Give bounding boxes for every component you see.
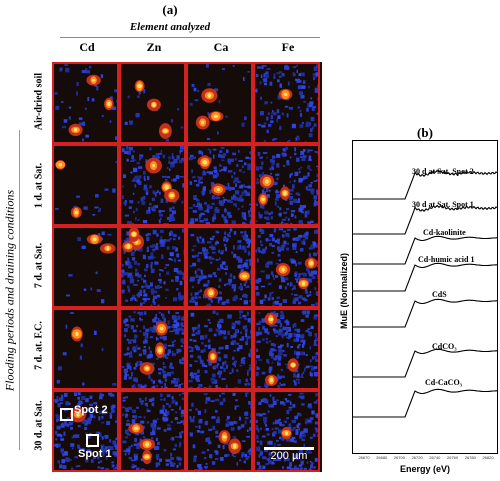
spectrum-spot-2 (353, 169, 498, 200)
spectrum-label-spot-2: 30 d at Sat. Spot 2 (412, 167, 474, 176)
xrf-map-zn-row-2 (119, 144, 186, 226)
spot-2-label: Spot 2 (74, 404, 108, 416)
xrf-map-zn-row-1 (119, 62, 186, 144)
xrf-map-cd-row-2 (52, 144, 119, 226)
spectrum-label-cd-caco3: Cd-CaCO₃ (425, 378, 463, 387)
xrf-map-ca-row-1 (186, 62, 253, 144)
xrf-map-fe-row-4 (253, 308, 320, 390)
column-header-fe: Fe (281, 40, 295, 54)
xrf-map-fe-row-3 (253, 226, 320, 308)
spot-1-marker (86, 434, 99, 447)
xrf-map-ca-row-4 (186, 308, 253, 390)
xrf-map-fe-row-5 (253, 390, 320, 472)
panel-a-label: (a) (162, 2, 178, 17)
column-group-heading: Element analyzed (129, 21, 211, 33)
row-axis-heading: Flooding periods and draining conditions (2, 189, 17, 392)
spectrum-cd-caco3 (353, 388, 497, 418)
xanes-x-tick-label: 26740 (429, 455, 441, 460)
xanes-x-tick-label: 26700 (393, 455, 405, 460)
spectrum-cdco3 (353, 348, 497, 378)
row-axis-divider (19, 130, 20, 450)
spectrum-label-cd-kaolinite: Cd-kaolinite (423, 228, 466, 237)
row-label-30d-sat: 30 d. at Sat. (33, 400, 45, 451)
row-label-1d-sat: 1 d. at Sat. (33, 162, 45, 209)
xanes-x-tick-label: 26670 (358, 455, 370, 460)
spot-1-label: Spot 1 (78, 448, 112, 460)
spectrum-label-cdco3: CdCO₃ (432, 342, 457, 351)
xanes-x-axis-label: Energy (eV) (399, 464, 450, 474)
xanes-x-tick-label: 26780 (464, 455, 476, 460)
xanes-plot-frame (352, 140, 498, 454)
spectrum-label-cd-humic-acid: Cd-humic acid 1 (418, 255, 475, 264)
xrf-map-cd-row-5 (52, 390, 119, 472)
row-label-7d-fc: 7 d. at. F.C. (33, 321, 45, 370)
row-label-air-dried: Air-dried soil (33, 72, 45, 131)
spectrum-cds (353, 298, 497, 328)
xrf-map-zn-row-3 (119, 226, 186, 308)
xrf-map-cd-row-3 (52, 226, 119, 308)
row-label-7d-sat: 7 d. at Sat. (33, 242, 45, 289)
xrf-map-grid: Spot 2 Spot 1 200 µm (52, 62, 322, 472)
xanes-spectra (353, 169, 498, 418)
xanes-x-tick-label: 26820 (482, 455, 494, 460)
xrf-map-ca-row-5 (186, 390, 253, 472)
xanes-x-tick-label: 26760 (447, 455, 459, 460)
spectrum-label-cds: CdS (432, 290, 447, 299)
scale-bar-label: 200 µm (270, 450, 308, 462)
xrf-map-ca-row-2 (186, 144, 253, 226)
scale-bar: 200 µm (264, 447, 314, 462)
spectrum-spot-1 (353, 204, 498, 235)
xrf-map-ca-row-3 (186, 226, 253, 308)
spectrum-cd-kaolinite (353, 235, 497, 265)
column-header-cd: Cd (79, 40, 95, 54)
xrf-map-cd-row-4 (52, 308, 119, 390)
spectrum-label-spot-1: 30 d at Sat. Spot 1 (412, 200, 474, 209)
xanes-x-tick-label: 26680 (376, 455, 388, 460)
xrf-map-zn-row-5 (119, 390, 186, 472)
xanes-x-tick-label: 26720 (411, 455, 423, 460)
xrf-map-fe-row-2 (253, 144, 320, 226)
xrf-map-cd-row-1 (52, 62, 119, 144)
spot-2-marker (60, 408, 73, 421)
column-header-ca: Ca (213, 40, 229, 54)
panel-b-label: (b) (417, 125, 433, 140)
xrf-map-fe-row-1 (253, 62, 320, 144)
spectrum-cd-humic-acid (353, 262, 497, 292)
heading-divider (60, 37, 320, 38)
xanes-y-axis-label: MuE (Normalized) (339, 253, 349, 330)
column-header-zn: Zn (146, 40, 162, 54)
xrf-map-zn-row-4 (119, 308, 186, 390)
